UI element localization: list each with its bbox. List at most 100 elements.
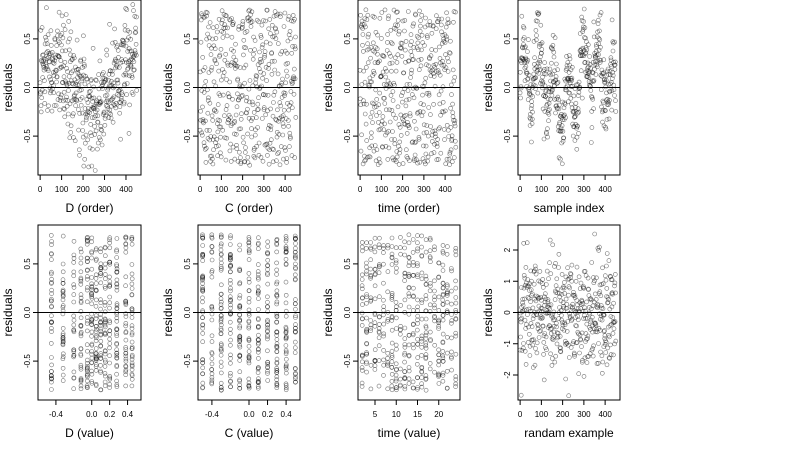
data-point [200, 118, 206, 124]
data-point [77, 147, 82, 153]
data-point [209, 375, 215, 380]
data-point [373, 87, 379, 93]
data-point [200, 55, 205, 60]
x-axis-title: C (value) [225, 426, 274, 440]
data-point [129, 281, 135, 287]
data-point [394, 265, 399, 271]
data-point [112, 26, 117, 32]
data-point [393, 260, 399, 266]
data-point [553, 320, 559, 326]
data-point [224, 33, 230, 39]
data-point [60, 354, 66, 360]
data-point [546, 276, 551, 282]
data-point [106, 115, 112, 120]
y-tick-label: -0.5 [23, 354, 32, 368]
data-point [123, 353, 129, 359]
data-point [79, 76, 85, 82]
data-point [91, 95, 97, 101]
data-point [93, 368, 99, 373]
data-point [234, 104, 240, 109]
data-point [445, 244, 450, 249]
data-point [587, 70, 593, 75]
x-axis-title: C (order) [225, 201, 273, 215]
data-point [237, 382, 242, 388]
data-point [71, 285, 77, 290]
data-point [255, 107, 261, 112]
data-point [525, 49, 530, 54]
data-point [359, 359, 365, 365]
data-point [239, 94, 244, 99]
data-point [423, 355, 429, 360]
data-point [274, 333, 280, 338]
data-point [250, 99, 255, 105]
data-point [98, 322, 103, 328]
data-point [85, 274, 90, 279]
data-point [255, 366, 261, 372]
data-point [381, 250, 386, 255]
data-point [431, 302, 437, 308]
data-point [274, 381, 280, 386]
data-point [200, 286, 205, 292]
data-point [258, 155, 264, 160]
data-point [380, 69, 386, 75]
data-point [368, 246, 374, 252]
data-point [247, 99, 252, 105]
data-point [368, 44, 374, 50]
data-point [423, 282, 429, 287]
data-point [375, 59, 381, 65]
data-point [409, 39, 414, 44]
data-point [123, 364, 129, 370]
data-point [415, 109, 421, 115]
data-point [554, 324, 559, 330]
data-point [415, 297, 420, 303]
data-point [595, 245, 601, 251]
data-point [129, 367, 135, 372]
data-point [581, 316, 586, 321]
data-point [293, 235, 298, 241]
data-point [611, 320, 617, 326]
data-point [389, 359, 395, 365]
data-point [129, 383, 135, 389]
data-point [442, 137, 447, 142]
data-point [413, 12, 419, 18]
data-point [271, 92, 277, 98]
data-point [220, 35, 226, 40]
data-point [48, 28, 54, 34]
data-point [383, 107, 389, 113]
data-point [78, 249, 84, 255]
data-point [129, 292, 135, 298]
data-point [362, 158, 367, 164]
data-point [393, 376, 399, 382]
data-point [382, 121, 387, 127]
data-point [444, 34, 449, 40]
data-point [432, 315, 437, 320]
data-point [89, 290, 94, 296]
data-point [246, 360, 252, 366]
data-point [89, 284, 95, 290]
data-point [377, 15, 383, 21]
data-point [56, 9, 62, 15]
data-point [432, 142, 437, 147]
data-point [292, 233, 298, 239]
data-point [206, 43, 212, 48]
data-point [204, 10, 210, 16]
data-point [436, 347, 441, 353]
data-point [199, 130, 204, 136]
data-point [123, 234, 129, 240]
data-point [198, 108, 203, 114]
data-point [228, 360, 233, 366]
data-point [530, 85, 536, 90]
data-point [402, 271, 408, 276]
data-point [265, 336, 270, 342]
data-point [602, 77, 607, 83]
data-point [432, 297, 437, 303]
data-point [568, 345, 574, 350]
data-point [78, 366, 84, 372]
data-point [123, 337, 129, 343]
data-point [130, 92, 136, 97]
data-point [368, 325, 374, 331]
data-point [71, 347, 77, 353]
data-point [418, 18, 423, 23]
data-point [70, 113, 75, 119]
y-axis-title: residuals [481, 63, 495, 111]
